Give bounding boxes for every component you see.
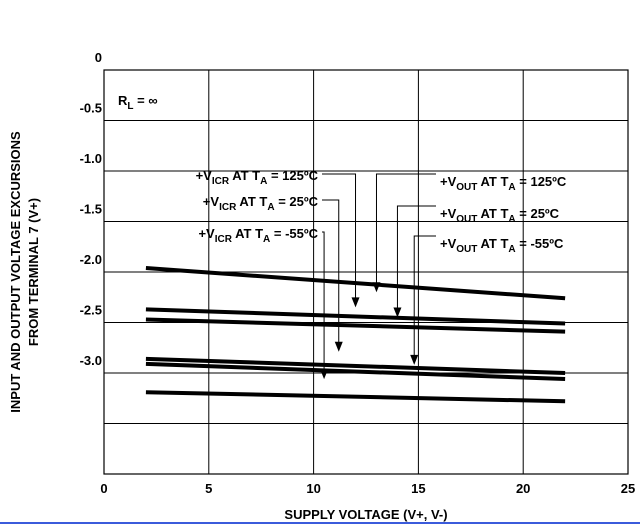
annotation-subscript: OUT <box>456 182 477 193</box>
series-line-3 <box>145 317 566 334</box>
condition-label: RL = ∞ <box>118 93 158 112</box>
annotation-arrowhead <box>334 341 343 352</box>
annotation-subscript: ICR <box>212 176 230 187</box>
x-tick-label: 20 <box>516 481 530 496</box>
annotation-subscript: OUT <box>456 244 477 255</box>
annotation-mid: AT T <box>229 168 260 183</box>
y-tick-label: -2.5 <box>80 303 102 318</box>
series-line-5 <box>145 361 566 382</box>
annotation-label: +VOUT AT TA = 25ºC <box>440 206 560 225</box>
annotation-arrowhead <box>320 369 329 380</box>
annotation-subscript: A <box>508 244 515 255</box>
annotation-tail: = -55ºC <box>516 236 564 251</box>
annotation-mid: AT T <box>236 194 267 209</box>
y-axis-title-line-1: INPUT AND OUTPUT VOLTAGE EXCURSIONS <box>8 131 23 413</box>
annotation-arrowhead <box>372 282 381 293</box>
annotation-tail: = 25ºC <box>516 206 560 221</box>
annotation-leader <box>413 235 436 356</box>
annotation-leader <box>322 173 357 299</box>
annotation-subscript: A <box>508 214 515 225</box>
annotation-tail: = 125ºC <box>516 174 567 189</box>
annotation-mid: AT T <box>477 206 508 221</box>
annotation-subscript: A <box>508 182 515 193</box>
annotation-subscript: A <box>267 202 274 213</box>
annotation-label: +VOUT AT TA = -55ºC <box>440 236 564 255</box>
annotation-arrowhead <box>393 307 402 318</box>
annotation-prefix: +V <box>440 206 457 221</box>
annotation-prefix: +V <box>203 194 220 209</box>
y-tick-label: -0.5 <box>80 101 102 116</box>
tick-labels: 0 5 10 15 20 25 0 -0.5 -1.0 -1.5 -2.0 -2.5 -3.0 <box>80 50 636 496</box>
annotation-tail: = 125ºC <box>267 168 318 183</box>
series-line-6 <box>145 390 566 404</box>
annotation-arrowhead <box>410 354 419 365</box>
x-axis-title: SUPPLY VOLTAGE (V+, V-) <box>284 507 447 522</box>
annotation-leader <box>322 199 340 343</box>
annotation-label: +VICR AT TA = 125ºC <box>196 168 319 187</box>
annotation-prefix: +V <box>196 168 213 183</box>
y-tick-label: -3.0 <box>80 353 102 368</box>
x-tick-label: 0 <box>100 481 107 496</box>
annotation-leader <box>375 173 436 284</box>
annotation-leader <box>396 205 436 309</box>
y-tick-label: -1.5 <box>80 202 102 217</box>
y-tick-label: -1.0 <box>80 151 102 166</box>
annotation-label: +VOUT AT TA = 125ºC <box>440 174 567 193</box>
x-tick-label: 25 <box>621 481 635 496</box>
annotation-leader <box>322 231 325 371</box>
annotation-label: +VICR AT TA = -55ºC <box>198 226 318 245</box>
annotation-mid: AT T <box>232 226 263 241</box>
series-line-4 <box>145 356 566 375</box>
annotations: +VICR AT TA = 125ºC+VICR AT TA = 25ºC+VI… <box>196 168 567 380</box>
annotation-prefix: +V <box>198 226 215 241</box>
series-line-2 <box>145 307 566 326</box>
annotation-prefix: +V <box>440 174 457 189</box>
annotation-tail: = 25ºC <box>275 194 319 209</box>
x-tick-label: 10 <box>306 481 320 496</box>
annotation-prefix: +V <box>440 236 457 251</box>
annotation-subscript: A <box>260 176 267 187</box>
annotation-subscript: A <box>263 234 270 245</box>
y-tick-label: 0 <box>95 50 102 65</box>
y-tick-label: -2.0 <box>80 252 102 267</box>
y-axis-title-line-2: FROM TERMINAL 7 (V+) <box>26 198 41 346</box>
x-tick-label: 5 <box>205 481 212 496</box>
plot-frame <box>103 69 629 475</box>
x-tick-label: 15 <box>411 481 425 496</box>
annotation-label: +VICR AT TA = 25ºC <box>203 194 319 213</box>
annotation-tail: = -55ºC <box>270 226 318 241</box>
annotation-subscript: ICR <box>219 202 237 213</box>
annotation-mid: AT T <box>477 174 508 189</box>
annotation-subscript: OUT <box>456 214 477 225</box>
annotation-subscript: ICR <box>215 234 233 245</box>
annotation-arrowhead <box>351 297 360 308</box>
annotation-mid: AT T <box>477 236 508 251</box>
